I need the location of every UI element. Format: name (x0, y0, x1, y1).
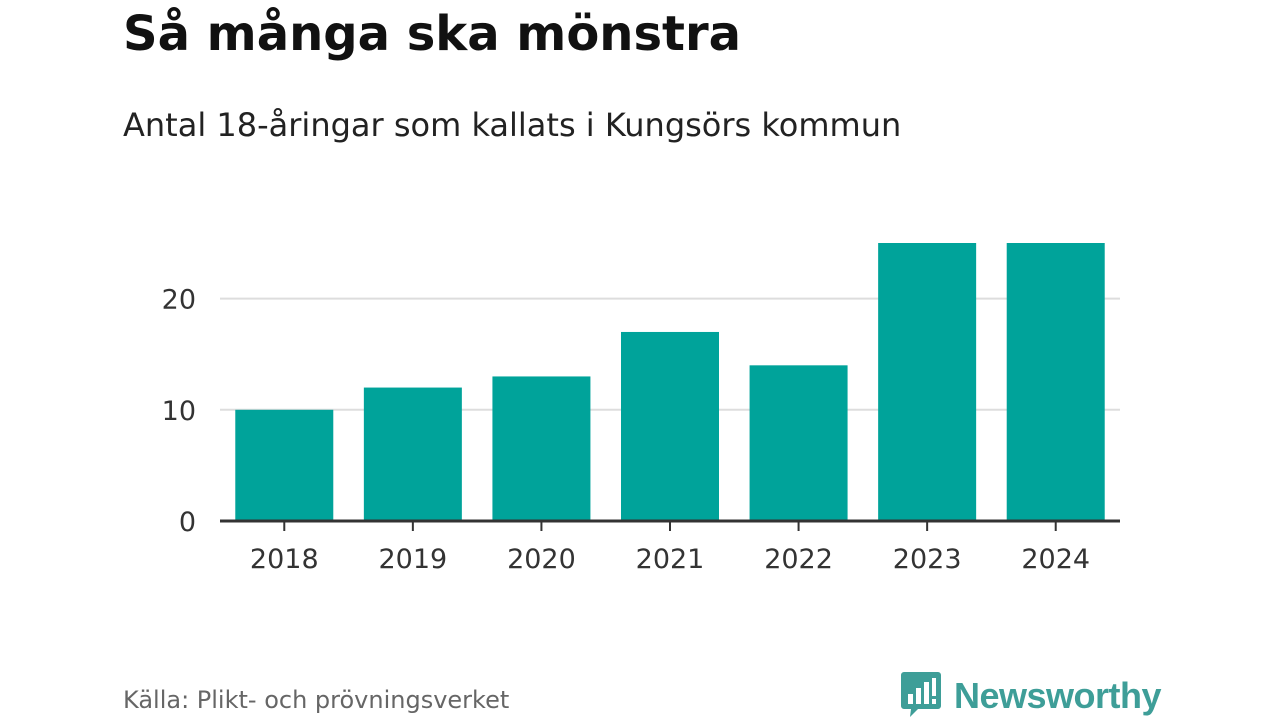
brand-logo: Newsworthy (900, 670, 1162, 722)
y-axis: 0 10 20 (162, 285, 196, 538)
x-tick-label: 2024 (1021, 544, 1090, 575)
x-tick-label: 2019 (378, 544, 447, 575)
y-tick-label: 10 (162, 396, 196, 427)
chart-subtitle: Antal 18-åringar som kallats i Kungsörs … (123, 106, 902, 144)
bar-2019 (363, 387, 462, 521)
x-tick-label: 2021 (636, 544, 705, 575)
bar-chart-bubble-icon (900, 670, 942, 722)
bar-2020 (492, 376, 591, 521)
bar-2018 (235, 409, 334, 521)
x-tick-label: 2020 (507, 544, 576, 575)
x-tick-label: 2022 (764, 544, 833, 575)
x-tick-label: 2023 (893, 544, 962, 575)
brand-name: Newsworthy (954, 675, 1162, 716)
bar-2024 (1006, 243, 1105, 521)
bar-2022 (749, 365, 848, 521)
y-tick-label: 0 (179, 507, 196, 538)
bars (235, 243, 1105, 521)
bar-2023 (878, 243, 977, 521)
x-tick-label: 2018 (250, 544, 319, 575)
bar-2021 (621, 331, 719, 521)
chart-title: Så många ska mönstra (123, 6, 742, 62)
source-note: Källa: Plikt- och prövningsverket (123, 686, 510, 714)
x-axis: 2018 2019 2020 2021 2022 2023 2024 (220, 519, 1120, 575)
y-tick-label: 20 (162, 285, 196, 316)
